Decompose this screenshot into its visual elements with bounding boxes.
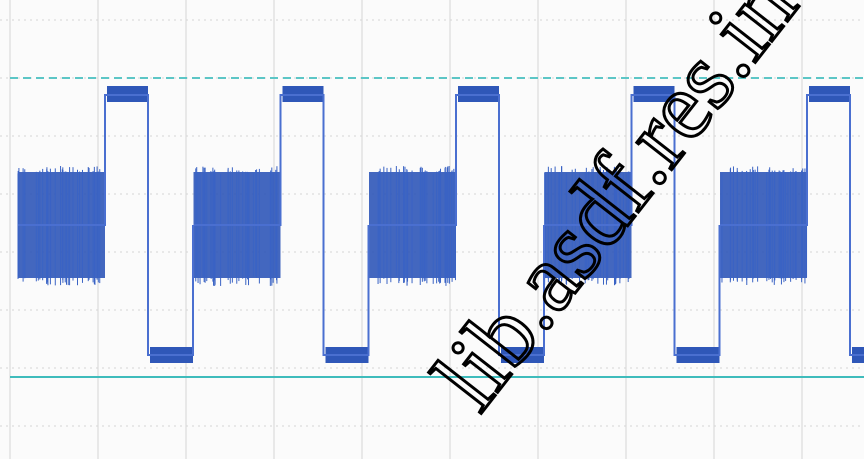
screenshot: lib.asdf.res.in: [0, 0, 864, 459]
oscilloscope-screen: lib.asdf.res.in: [0, 0, 864, 459]
